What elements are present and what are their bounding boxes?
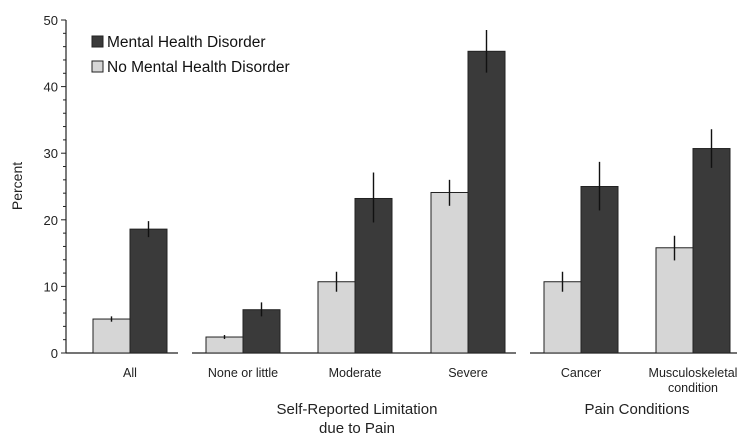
y-tick-label: 0 bbox=[51, 346, 58, 361]
category-label: Cancer bbox=[561, 366, 601, 380]
bar-mental-health-disorder bbox=[130, 229, 167, 353]
y-tick-label: 30 bbox=[44, 146, 58, 161]
bar-no-mental-health-disorder bbox=[431, 192, 468, 353]
category-label: Moderate bbox=[329, 366, 382, 380]
category-label: None or little bbox=[208, 366, 278, 380]
y-tick-label: 10 bbox=[44, 279, 58, 294]
legend-label-mental: Mental Health Disorder bbox=[107, 34, 266, 51]
group-label: Self-Reported Limitation bbox=[277, 401, 438, 418]
legend-swatch-no-mental bbox=[92, 61, 103, 72]
y-tick-label: 50 bbox=[44, 13, 58, 28]
error-bar-layer bbox=[112, 30, 712, 339]
label-layer: All None or little Moderate Severe Cancer Mus… bbox=[123, 366, 737, 437]
category-label: All bbox=[123, 366, 137, 380]
y-tick-label: 20 bbox=[44, 213, 58, 228]
category-label: Severe bbox=[448, 366, 488, 380]
category-label: Musculoskeletal bbox=[649, 366, 737, 380]
category-label: condition bbox=[668, 381, 718, 395]
bar-no-mental-health-disorder bbox=[544, 282, 581, 353]
legend-swatch-mental bbox=[92, 36, 103, 47]
group-label: Pain Conditions bbox=[584, 401, 689, 418]
legend-label-no-mental: No Mental Health Disorder bbox=[107, 59, 290, 76]
bar-no-mental-health-disorder bbox=[206, 337, 243, 353]
y-tick-label: 40 bbox=[44, 80, 58, 95]
legend: Mental Health Disorder No Mental Health … bbox=[92, 34, 290, 76]
bar-no-mental-health-disorder bbox=[656, 248, 693, 353]
y-axis-label: Percent bbox=[9, 162, 25, 210]
group-label: due to Pain bbox=[319, 420, 395, 437]
bar-no-mental-health-disorder bbox=[93, 319, 130, 353]
bar-mental-health-disorder bbox=[468, 51, 505, 353]
bar-no-mental-health-disorder bbox=[318, 282, 355, 353]
bar-mental-health-disorder bbox=[581, 187, 618, 354]
bar-layer bbox=[93, 51, 730, 353]
bar-mental-health-disorder bbox=[693, 149, 730, 353]
